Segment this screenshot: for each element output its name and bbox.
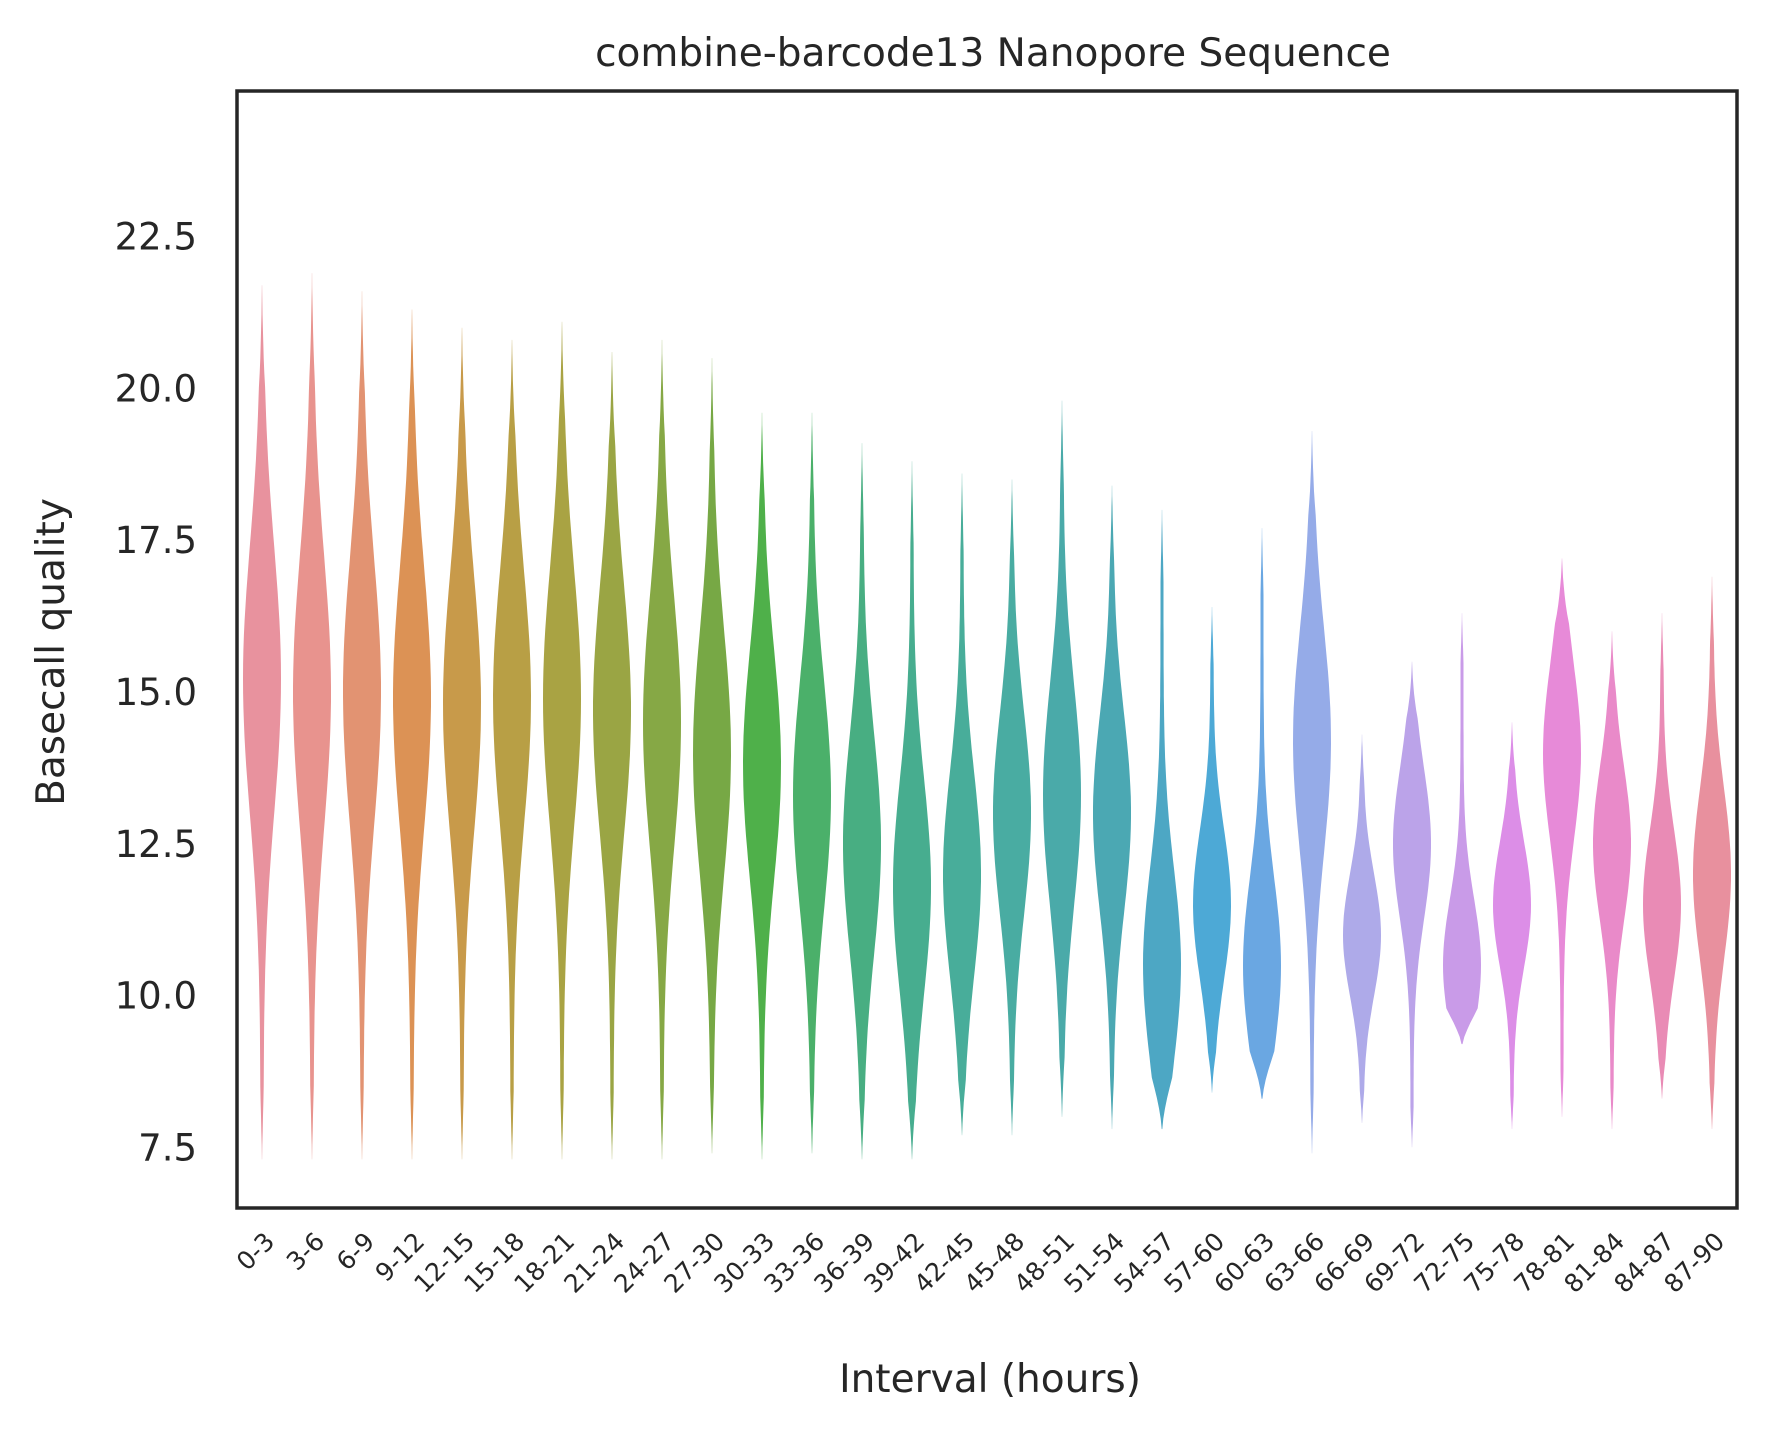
violin-72-75	[1443, 613, 1481, 1045]
violin-84-87	[1643, 613, 1681, 1099]
violin-51-54	[1093, 485, 1131, 1130]
violin-3-6	[293, 273, 331, 1160]
y-tick-label: 20.0	[115, 367, 197, 410]
y-tick-label: 17.5	[115, 519, 197, 562]
violin-15-18	[493, 339, 531, 1160]
violin-30-33	[743, 412, 781, 1160]
x-axis-label: Interval (hours)	[839, 1357, 1141, 1402]
violin-75-78	[1493, 722, 1531, 1130]
y-tick-label: 22.5	[115, 216, 197, 259]
violin-78-81	[1543, 558, 1581, 1117]
violin-48-51	[1043, 400, 1081, 1117]
y-axis-ticks: 7.5 10.0 12.5 15.0 17.5 20.0 22.5	[115, 216, 197, 1170]
y-axis-label: Basecall quality	[29, 498, 74, 806]
violin-45-48	[993, 479, 1031, 1136]
violin-81-84	[1593, 631, 1631, 1130]
violin-12-15	[443, 327, 481, 1160]
x-axis-ticks: 0-3 3-6 6-99-1212-1515-1818-2121-2424-2727…	[231, 1227, 1730, 1299]
violin-27-30	[693, 358, 731, 1154]
violin-6-9	[343, 291, 381, 1160]
violin-63-66	[1293, 431, 1331, 1154]
violin-69-72	[1393, 661, 1431, 1148]
violin-21-24	[593, 352, 631, 1160]
violin-42-45	[943, 473, 981, 1136]
y-tick-label: 7.5	[138, 1126, 197, 1169]
y-tick-label: 10.0	[115, 975, 197, 1018]
violin-54-57	[1143, 509, 1181, 1130]
violin-57-60	[1193, 607, 1231, 1093]
violin-36-39	[843, 443, 881, 1160]
x-tick-label: 0-3	[231, 1227, 280, 1276]
y-tick-label: 15.0	[115, 671, 197, 714]
violin-87-90	[1693, 576, 1731, 1130]
x-tick-label: 3-6	[281, 1227, 330, 1276]
violin-24-27	[643, 339, 681, 1160]
y-tick-label: 12.5	[115, 823, 197, 866]
plot-frame	[235, 89, 1739, 1210]
chart-title: combine-barcode13 Nanopore Sequence	[595, 31, 1391, 76]
violin-0-3	[243, 285, 281, 1160]
violin-60-63	[1243, 528, 1281, 1099]
violin-layer	[243, 273, 1731, 1160]
violin-33-36	[793, 412, 831, 1154]
violin-66-69	[1343, 734, 1381, 1123]
violin-39-42	[893, 461, 931, 1160]
violin-18-21	[543, 321, 581, 1160]
violin-9-12	[393, 309, 431, 1160]
